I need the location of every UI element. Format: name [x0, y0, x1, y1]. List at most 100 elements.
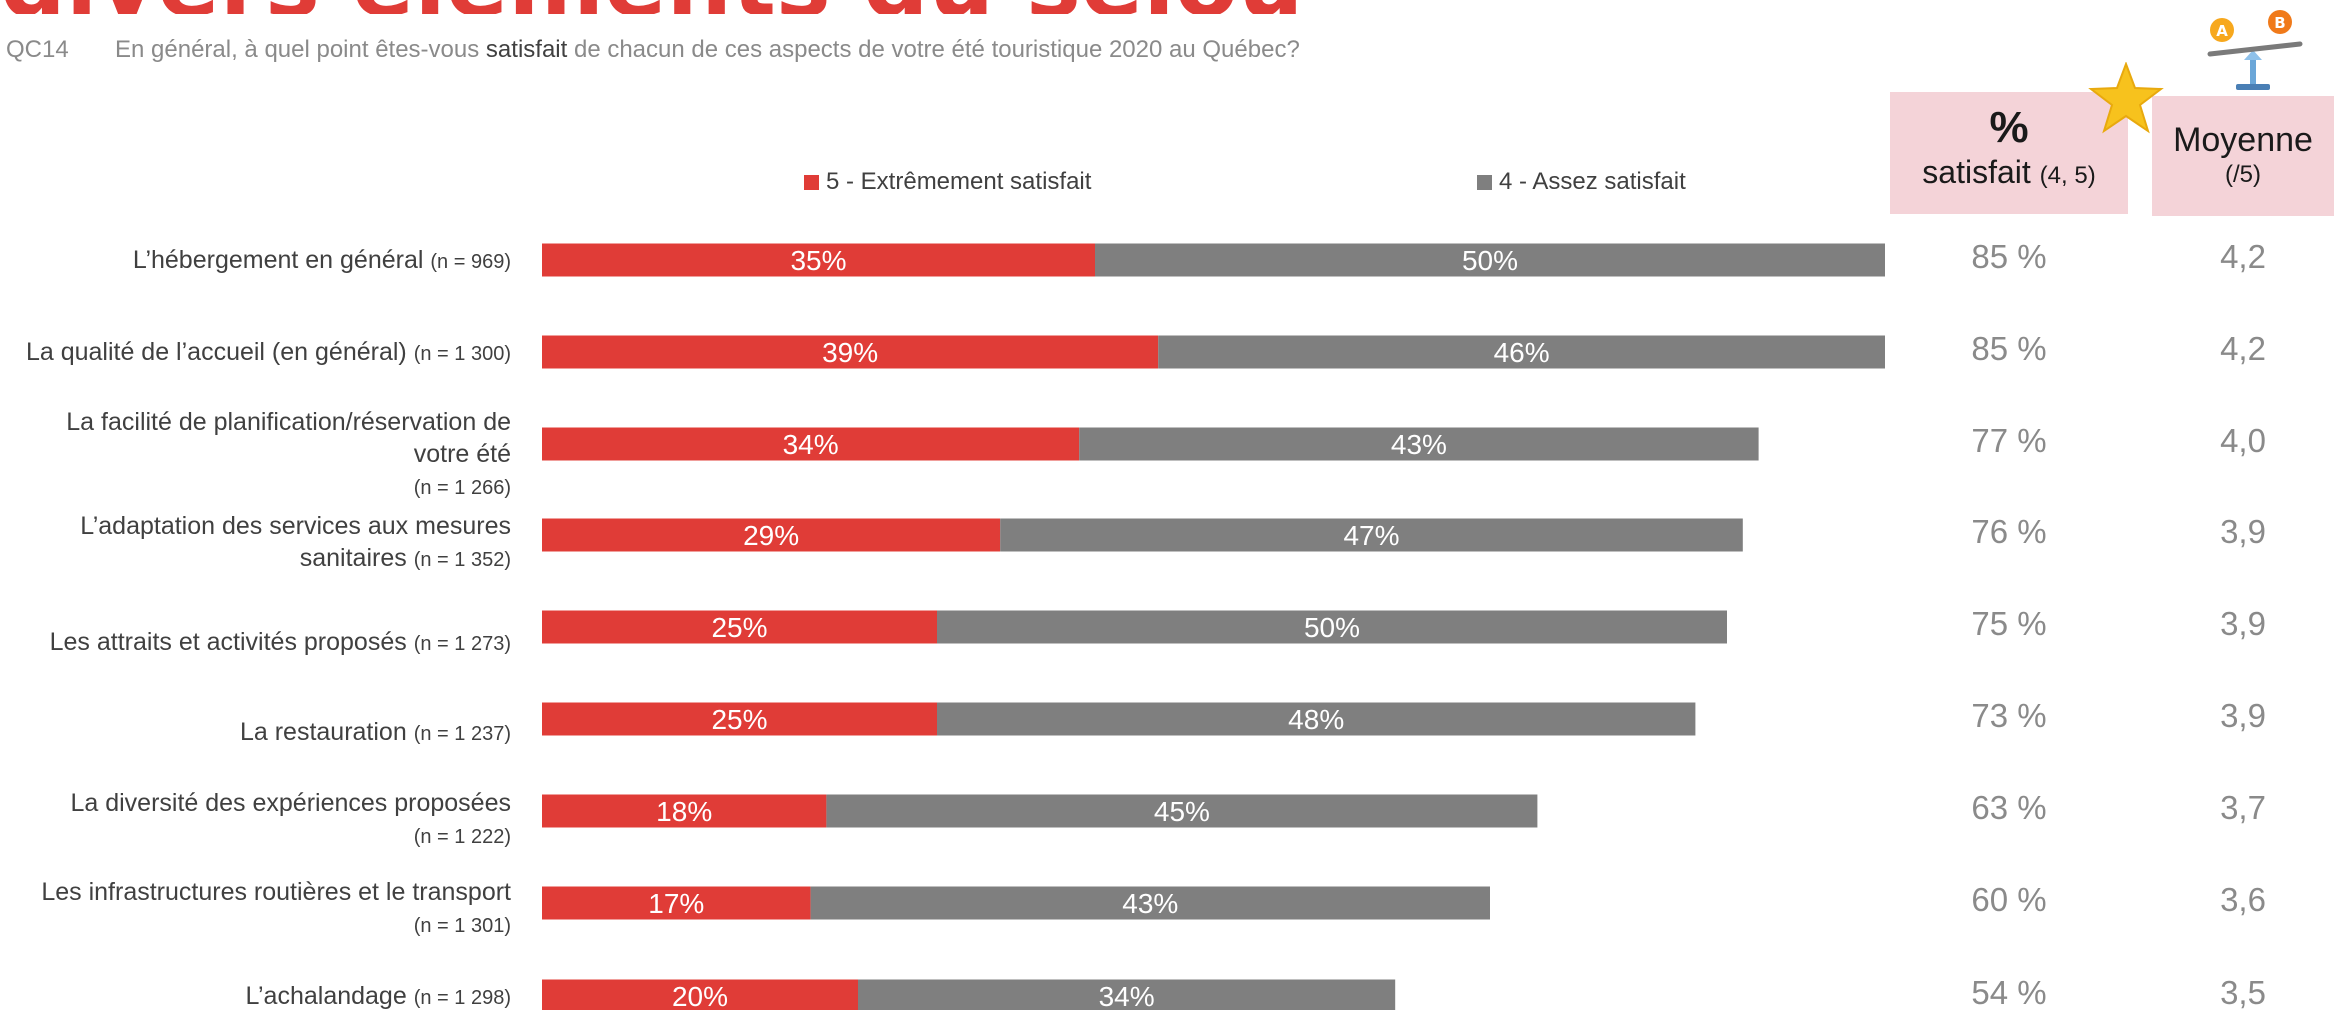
- category-label-5: La restauration (n = 1 237): [0, 716, 511, 750]
- category-label-7: Les infrastructures routières et le tran…: [0, 876, 511, 942]
- pct-satisfied-4: 75 %: [1971, 605, 2047, 642]
- bar-s5-7: [542, 886, 811, 920]
- legend-label-s4: 4 - Assez satisfait: [1499, 168, 1686, 195]
- bar-label-s4-5: 48%: [1288, 704, 1344, 735]
- bar-s4-8: [858, 979, 1396, 1010]
- bar-label-s5-7: 17%: [648, 888, 704, 919]
- category-n: (n = 969): [430, 251, 511, 273]
- bar-label-s5-0: 35%: [790, 245, 846, 276]
- bar-s5-8: [542, 979, 858, 1010]
- bar-label-s5-1: 39%: [822, 337, 878, 368]
- mean-value-8: 3,5: [2220, 974, 2266, 1011]
- category-text: La diversité des expériences proposées: [70, 789, 511, 817]
- pct-header-symbol: %: [1989, 103, 2029, 152]
- bar-label-s4-6: 45%: [1154, 796, 1210, 827]
- bar-label-s5-8: 20%: [672, 981, 728, 1010]
- legend-swatch-s5: [804, 174, 819, 190]
- legend-item-s4: 4 - Assez satisfait: [1477, 168, 1686, 196]
- page-title: divers éléments du séjour: [0, 0, 1300, 14]
- scale-pan-b-label: B: [2274, 14, 2285, 32]
- category-label-6: La diversité des expériences proposées (n…: [0, 787, 511, 853]
- category-text: L’hébergement en général: [132, 246, 424, 274]
- mean-value-2: 4,0: [2220, 422, 2266, 459]
- legend-item-s5: 5 - Extrêmement satisfait: [804, 168, 1091, 196]
- category-label-3: L’adaptation des services aux mesures sa…: [41, 510, 511, 576]
- bar-label-s4-2: 43%: [1391, 429, 1447, 460]
- bar-label-s4-1: 46%: [1494, 337, 1550, 368]
- bar-label-s4-7: 43%: [1122, 888, 1178, 919]
- mean-value-3: 3,9: [2220, 513, 2266, 550]
- balance-scale-icon: A B: [2207, 10, 2303, 90]
- pct-satisfied-2: 77 %: [1971, 422, 2047, 459]
- bar-label-s4-4: 50%: [1304, 612, 1360, 643]
- question-text-end: de chacun de ces aspects de votre été to…: [567, 36, 1300, 63]
- category-n: (n = 1 266): [413, 477, 511, 499]
- mean-value-7: 3,6: [2220, 881, 2266, 918]
- mean-header-label: Moyenne: [2173, 121, 2313, 159]
- bar-s5-3: [542, 518, 1001, 552]
- bar-s4-3: [1000, 518, 1743, 552]
- category-n: (n = 1 352): [413, 549, 511, 571]
- bar-label-s5-6: 18%: [656, 796, 712, 827]
- pct-satisfied-0: 85 %: [1971, 238, 2047, 275]
- category-text: La restauration: [239, 718, 407, 746]
- mean-value-0: 4,2: [2220, 238, 2266, 275]
- category-text: Les infrastructures routières et le tran…: [41, 878, 511, 906]
- bar-label-s5-3: 29%: [743, 520, 799, 551]
- question-code: QC14: [6, 36, 69, 63]
- question-text-emphasis: satisfait: [485, 36, 568, 63]
- mean-header-note: (/5): [2225, 161, 2261, 188]
- category-text: La facilité de planification/réservation…: [66, 408, 511, 468]
- category-n: (n = 1 237): [413, 723, 511, 745]
- category-n: (n = 1 222): [413, 826, 511, 848]
- bar-s4-5: [937, 702, 1696, 736]
- scale-pan-a-label: A: [2216, 22, 2228, 40]
- pct-header-text: satisfait: [1922, 154, 2031, 190]
- pct-satisfied-7: 60 %: [1971, 881, 2047, 918]
- bar-label-s5-2: 34%: [783, 429, 839, 460]
- bar-label-s5-5: 25%: [711, 704, 767, 735]
- category-label-1: La qualité de l’accueil (en général) (n …: [0, 336, 511, 370]
- category-text: L’achalandage: [245, 982, 407, 1010]
- mean-header: Moyenne (/5): [2152, 96, 2334, 216]
- category-n: (n = 1 273): [413, 633, 511, 655]
- question-text: En général, à quel point êtes-vous satis…: [115, 36, 1300, 64]
- mean-value-4: 3,9: [2220, 605, 2266, 642]
- mean-value-5: 3,9: [2220, 697, 2266, 734]
- question-text-start: En général, à quel point êtes-vous: [115, 36, 486, 63]
- star-icon: [2088, 62, 2164, 134]
- bar-s5-6: [542, 794, 827, 828]
- pct-header-note: (4, 5): [2039, 162, 2096, 189]
- pct-satisfied-6: 63 %: [1971, 789, 2047, 826]
- bar-s4-1: [1158, 335, 1885, 369]
- category-label-8: L’achalandage (n = 1 298): [0, 980, 511, 1014]
- bar-s4-7: [810, 886, 1490, 920]
- category-text: Les attraits et activités proposés: [49, 628, 407, 656]
- pct-satisfied-1: 85 %: [1971, 330, 2047, 367]
- bar-label-s4-8: 34%: [1099, 981, 1155, 1010]
- category-label-4: Les attraits et activités proposés (n = …: [0, 626, 511, 660]
- bar-s4-4: [937, 610, 1727, 644]
- bar-label-s5-4: 25%: [711, 612, 767, 643]
- mean-value-6: 3,7: [2220, 789, 2266, 826]
- bar-s4-2: [1079, 427, 1759, 461]
- pct-satisfied-5: 73 %: [1971, 697, 2047, 734]
- bar-label-s4-0: 50%: [1462, 245, 1518, 276]
- category-label-2: La facilité de planification/réservation…: [11, 406, 511, 504]
- bar-s4-0: [1095, 243, 1885, 277]
- legend-label-s5: 5 - Extrêmement satisfait: [826, 168, 1092, 195]
- bar-s4-6: [826, 794, 1538, 828]
- category-n: (n = 1 300): [413, 343, 511, 365]
- pct-satisfied-header: % satisfait (4, 5): [1890, 92, 2128, 214]
- legend-swatch-s4: [1477, 174, 1492, 190]
- mean-value-1: 4,2: [2220, 330, 2266, 367]
- pct-satisfied-3: 76 %: [1971, 513, 2047, 550]
- pct-header-label: satisfait (4, 5): [1890, 152, 2128, 196]
- bar-s5-4: [542, 610, 937, 644]
- pct-satisfied-8: 54 %: [1971, 974, 2047, 1011]
- bar-s5-2: [542, 427, 1080, 461]
- category-text: La qualité de l’accueil (en général): [25, 338, 407, 366]
- bar-s5-0: [542, 243, 1095, 277]
- category-n: (n = 1 298): [413, 987, 511, 1009]
